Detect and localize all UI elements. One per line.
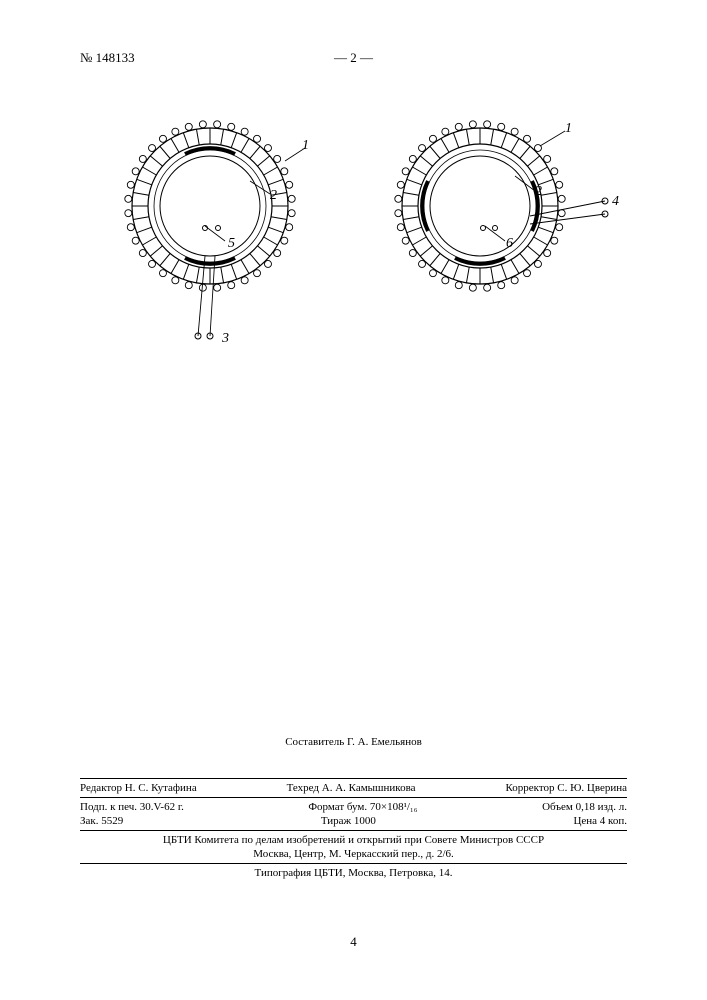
bottom-page-number: 4	[350, 934, 357, 950]
divider	[80, 863, 627, 864]
price: Цена 4 коп.	[573, 815, 627, 827]
page-indicator: — 2 —	[334, 50, 373, 66]
org-line-1: ЦБТИ Комитета по делам изобретений и отк…	[80, 833, 627, 847]
label-4: 4	[612, 194, 619, 210]
doc-number: № 148133	[80, 50, 135, 66]
page: № 148133 — 2 —	[0, 0, 707, 1000]
editors-row: Редактор Н. С. Кутафина Техред А. А. Кам…	[80, 781, 627, 795]
divider	[80, 797, 627, 798]
tehred: Техред А. А. Камышникова	[287, 782, 416, 794]
figure-left: 1 2 5 3	[110, 106, 320, 371]
label-2: 2	[270, 188, 277, 204]
header: № 148133 — 2 —	[80, 50, 627, 66]
divider	[80, 830, 627, 831]
format: Формат бум. 70×108¹/₁₆	[308, 801, 417, 813]
label-5: 5	[228, 236, 235, 252]
typography: Типография ЦБТИ, Москва, Петровка, 14.	[80, 866, 627, 880]
order: Зак. 5529	[80, 815, 123, 827]
print-row-2: Зак. 5529 Тираж 1000 Цена 4 коп.	[80, 814, 627, 828]
label-1r: 1	[565, 121, 572, 137]
volume: Объем 0,18 изд. л.	[542, 801, 627, 813]
corrector: Корректор С. Ю. Цверина	[505, 782, 627, 794]
compiler: Составитель Г. А. Емельянов	[80, 736, 627, 748]
figures-region: 1 2 5 3	[80, 106, 627, 386]
org-line-2: Москва, Центр, М. Черкасский пер., д. 2/…	[80, 847, 627, 861]
label-1: 1	[302, 138, 309, 154]
label-2r: 2	[535, 184, 542, 200]
divider	[80, 778, 627, 779]
stator-right-svg	[380, 106, 620, 326]
footer: Составитель Г. А. Емельянов Редактор Н. …	[80, 736, 627, 880]
print-date: Подп. к печ. 30.V-62 г.	[80, 801, 184, 813]
figure-right: 1 2 6 4	[380, 106, 620, 331]
stator-left-svg	[110, 106, 320, 366]
tirazh: Тираж 1000	[321, 815, 376, 827]
label-6: 6	[506, 236, 513, 252]
label-3: 3	[222, 331, 229, 347]
editor: Редактор Н. С. Кутафина	[80, 782, 197, 794]
print-row-1: Подп. к печ. 30.V-62 г. Формат бум. 70×1…	[80, 800, 627, 814]
